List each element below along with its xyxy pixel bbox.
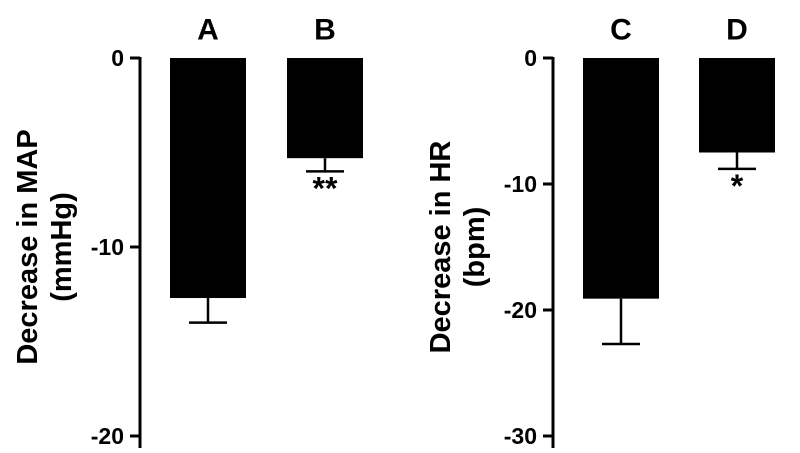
- category-label-A: A: [197, 14, 219, 47]
- y-axis-title-1-line2: (mmHg): [46, 192, 78, 302]
- y-tick-label-2-0: 0: [524, 45, 537, 71]
- y-tick-label-2-3: -30: [504, 423, 537, 448]
- y-axis-title-2-line1: Decrease in HR: [425, 141, 457, 354]
- category-label-C: C: [610, 14, 632, 47]
- y-axis-title-2-line2: (bpm): [459, 207, 491, 288]
- category-label-D: D: [726, 14, 748, 47]
- category-label-B: B: [314, 14, 336, 47]
- y-tick-label-2-2: -20: [504, 297, 537, 323]
- y-tick-label-1-0: 0: [111, 45, 124, 71]
- y-tick-label-1-1: -10: [91, 234, 124, 260]
- bar-C: [583, 58, 659, 299]
- bar-A: [170, 58, 246, 299]
- significance-marker-D: *: [731, 168, 744, 204]
- significance-marker-B: **: [313, 170, 338, 206]
- bar-B: [287, 58, 363, 159]
- y-tick-label-1-2: -20: [91, 423, 124, 448]
- y-axis-title-1-line1: Decrease in MAP: [12, 129, 44, 364]
- bar-D: [699, 58, 775, 153]
- y-tick-label-2-1: -10: [504, 171, 537, 197]
